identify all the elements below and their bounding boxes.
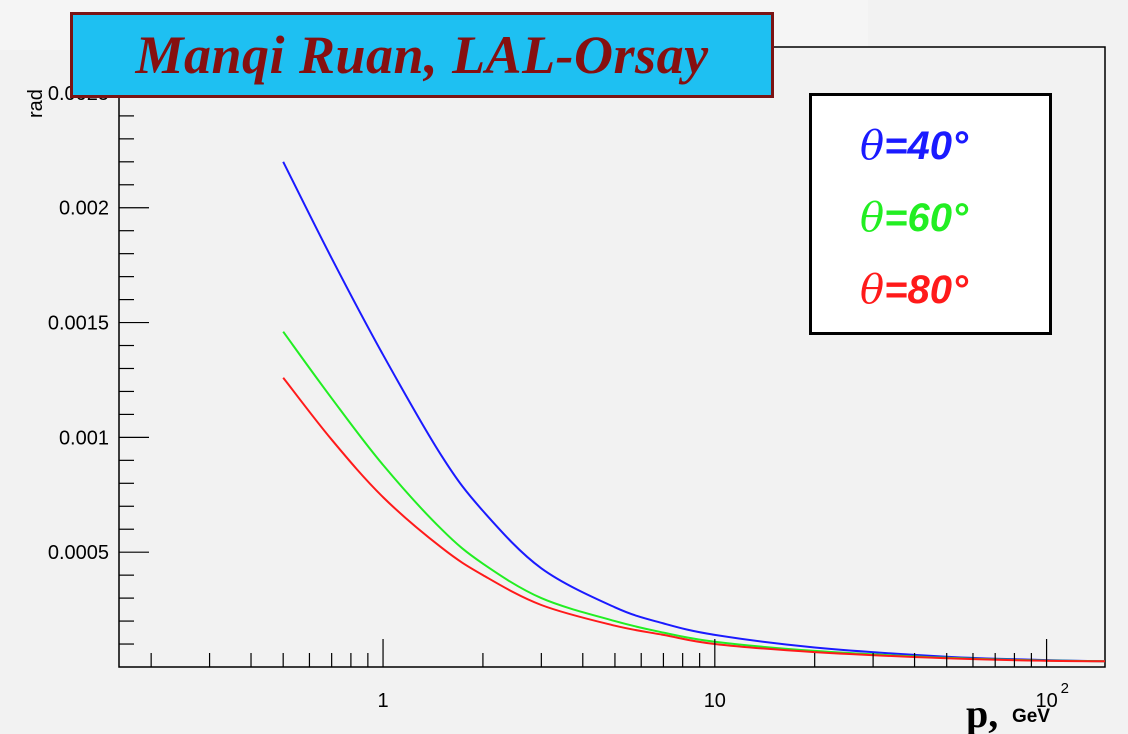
x-axis-unit: GeV [1012,706,1050,727]
y-tick-label: 0.002 [59,198,109,220]
x-tick-label: 1 [377,690,388,712]
legend-symbol: θ [860,195,885,241]
legend-value: =60° [884,195,968,240]
x-axis-label: p, [966,691,998,734]
x-tick-label: 10 [704,690,726,712]
series-line-1 [282,161,1106,663]
legend: θ =40° θ =60° θ =80° [809,93,1052,335]
legend-entry-theta-60: θ =60° [812,182,1049,254]
x-tick-exponent: 2 [1061,680,1069,697]
author-banner-text: Manqi Ruan, LAL-Orsay [135,25,709,85]
x-tick-label: 10 [1035,690,1057,712]
legend-symbol: θ [860,267,885,313]
y-axis-label: rad [25,89,47,118]
y-tick-label: 0.0005 [48,542,109,564]
legend-symbol: θ [860,123,885,169]
legend-entry-theta-40: θ =40° [812,110,1049,182]
y-tick-label: 0.001 [59,427,109,449]
y-tick-label: 0.0015 [48,313,109,335]
legend-value: =80° [884,267,968,312]
author-banner: Manqi Ruan, LAL-Orsay [70,12,774,98]
legend-value: =40° [884,123,968,168]
legend-entry-theta-80: θ =80° [812,254,1049,326]
